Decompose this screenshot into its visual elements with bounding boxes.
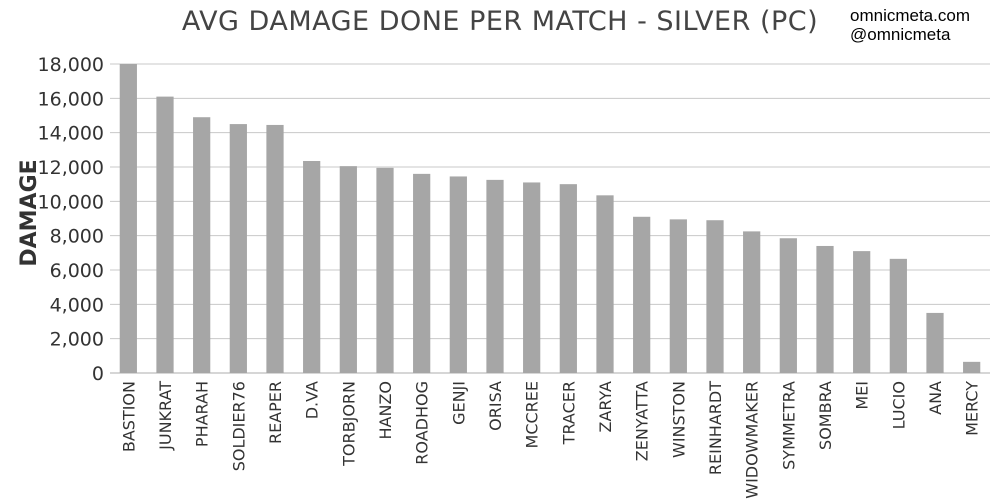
y-tick-label: 8,000 bbox=[50, 226, 104, 248]
chart-title: AVG DAMAGE DONE PER MATCH - SILVER (PC) bbox=[182, 6, 818, 37]
x-tick-label: ORISA bbox=[486, 381, 505, 431]
bar-soldier76 bbox=[229, 124, 247, 373]
site-watermark: omnicmeta.com bbox=[850, 6, 970, 25]
x-tick-label: TORBJORN bbox=[339, 381, 358, 467]
bar-zenyatta bbox=[633, 216, 651, 373]
bar-orisa bbox=[486, 179, 504, 373]
x-tick-label: BASTION bbox=[119, 381, 138, 452]
bar-widowmaker bbox=[743, 231, 761, 373]
bar-mccree bbox=[523, 182, 541, 373]
bar-lucio bbox=[889, 258, 907, 373]
x-tick-label: ZARYA bbox=[596, 381, 615, 433]
bars bbox=[119, 64, 981, 373]
x-tick-label: REAPER bbox=[266, 381, 285, 444]
y-axis-title: DAMAGE bbox=[17, 159, 42, 266]
bar-reaper bbox=[266, 124, 284, 373]
x-tick-label: ZENYATTA bbox=[633, 381, 652, 461]
gridlines bbox=[110, 63, 990, 374]
x-tick-label: JUNKRAT bbox=[156, 381, 175, 451]
x-tick-label: SYMMETRA bbox=[779, 381, 798, 470]
bar-mercy bbox=[963, 361, 981, 373]
x-tick-label: SOMBRA bbox=[816, 381, 835, 450]
x-tick-label: REINHARDT bbox=[706, 381, 725, 475]
bar-junkrat bbox=[156, 96, 174, 373]
bar-torbjorn bbox=[339, 166, 357, 373]
bar-ana bbox=[926, 312, 944, 373]
y-tick-label: 0 bbox=[92, 363, 104, 385]
bar-d-va bbox=[303, 160, 321, 373]
handle-watermark: @omnicmeta bbox=[850, 25, 951, 44]
bar-zarya bbox=[596, 195, 614, 373]
y-tick-label: 2,000 bbox=[50, 329, 104, 351]
x-tick-label: GENJI bbox=[449, 381, 468, 425]
x-tick-label: MEI bbox=[853, 381, 872, 410]
x-tick-labels: BASTION JUNKRAT PHARAH SOLDIER76 REAPER D.VA T… bbox=[119, 381, 981, 499]
y-tick-label: 18,000 bbox=[38, 54, 104, 76]
x-tick-label: WINSTON bbox=[669, 381, 688, 458]
x-tick-label: HANZO bbox=[376, 381, 395, 440]
bar-winston bbox=[669, 219, 687, 373]
bar-symmetra bbox=[779, 238, 797, 373]
x-tick-label: ANA bbox=[926, 381, 945, 415]
bar-tracer bbox=[559, 184, 577, 373]
bar-roadhog bbox=[413, 173, 431, 373]
x-tick-label: MERCY bbox=[963, 381, 982, 436]
bar-pharah bbox=[193, 117, 211, 373]
x-tick-label: PHARAH bbox=[193, 381, 212, 447]
y-tick-label: 4,000 bbox=[50, 294, 104, 316]
bar-reinhardt bbox=[706, 220, 724, 373]
bar-sombra bbox=[816, 245, 834, 373]
x-tick-label: LUCIO bbox=[889, 381, 908, 429]
x-tick-label: WIDOWMAKER bbox=[743, 381, 762, 499]
x-tick-label: SOLDIER76 bbox=[229, 381, 248, 471]
x-tick-label: D.VA bbox=[303, 381, 322, 419]
x-tick-label: ROADHOG bbox=[413, 381, 432, 465]
bar-bastion bbox=[119, 64, 137, 373]
bar-mei bbox=[853, 251, 871, 373]
y-tick-labels: 0 2,000 4,000 6,000 8,000 10,000 12,000 14,000 1… bbox=[38, 54, 104, 385]
bar-genji bbox=[449, 176, 467, 373]
y-tick-label: 12,000 bbox=[38, 157, 104, 179]
x-tick-label: MCCREE bbox=[523, 381, 542, 448]
y-tick-label: 14,000 bbox=[38, 123, 104, 145]
y-tick-label: 10,000 bbox=[38, 191, 104, 213]
x-tick-label: TRACER bbox=[559, 381, 578, 445]
bar-hanzo bbox=[376, 167, 394, 373]
y-tick-label: 16,000 bbox=[38, 88, 104, 110]
y-tick-label: 6,000 bbox=[50, 260, 104, 282]
